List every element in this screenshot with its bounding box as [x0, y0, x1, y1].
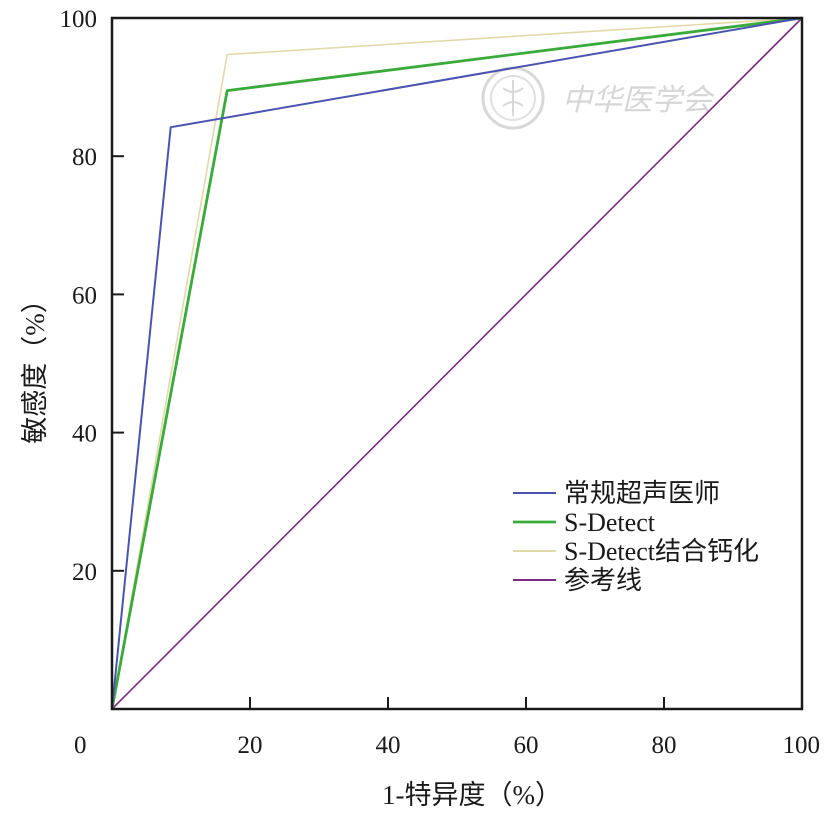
y-axis-title: 敏感度（%）: [20, 286, 50, 444]
y-tick-label: 40: [72, 421, 97, 448]
x-axis-title: 1-特异度（%）: [382, 780, 562, 810]
watermark-seal-icon: [481, 66, 545, 130]
legend-label-2: S-Detect: [564, 508, 656, 537]
x-tick-label: 80: [652, 732, 677, 759]
x-tick-label: 60: [514, 732, 539, 759]
y-tick-label: 60: [72, 282, 97, 309]
series-line-1: [111, 17, 803, 710]
axes: 0 20 40 60 80 100 20 40 60 80 100 1-特异度（%） 敏感度（%）: [20, 6, 820, 810]
legend-label-3: S-Detect结合钙化: [564, 537, 759, 566]
legend-label-1: 常规超声医师: [564, 479, 720, 508]
x-tick-label: 0: [74, 732, 87, 759]
x-tick-label: 40: [376, 732, 401, 759]
y-tick-label: 80: [72, 144, 97, 171]
y-tick-label: 20: [72, 559, 97, 586]
y-tick-label: 100: [60, 6, 98, 33]
plot-frame: [110, 16, 804, 711]
series-line-4: [111, 17, 803, 710]
watermark: 中华医学会: [481, 66, 715, 130]
legend-label-4: 参考线: [564, 566, 642, 595]
x-tick-label: 100: [783, 732, 821, 759]
plot-area: [110, 16, 803, 710]
x-tick-label: 20: [238, 732, 263, 759]
series-line-2: [110, 16, 803, 710]
series-line-3: [111, 17, 803, 710]
watermark-text: 中华医学会: [562, 83, 715, 118]
